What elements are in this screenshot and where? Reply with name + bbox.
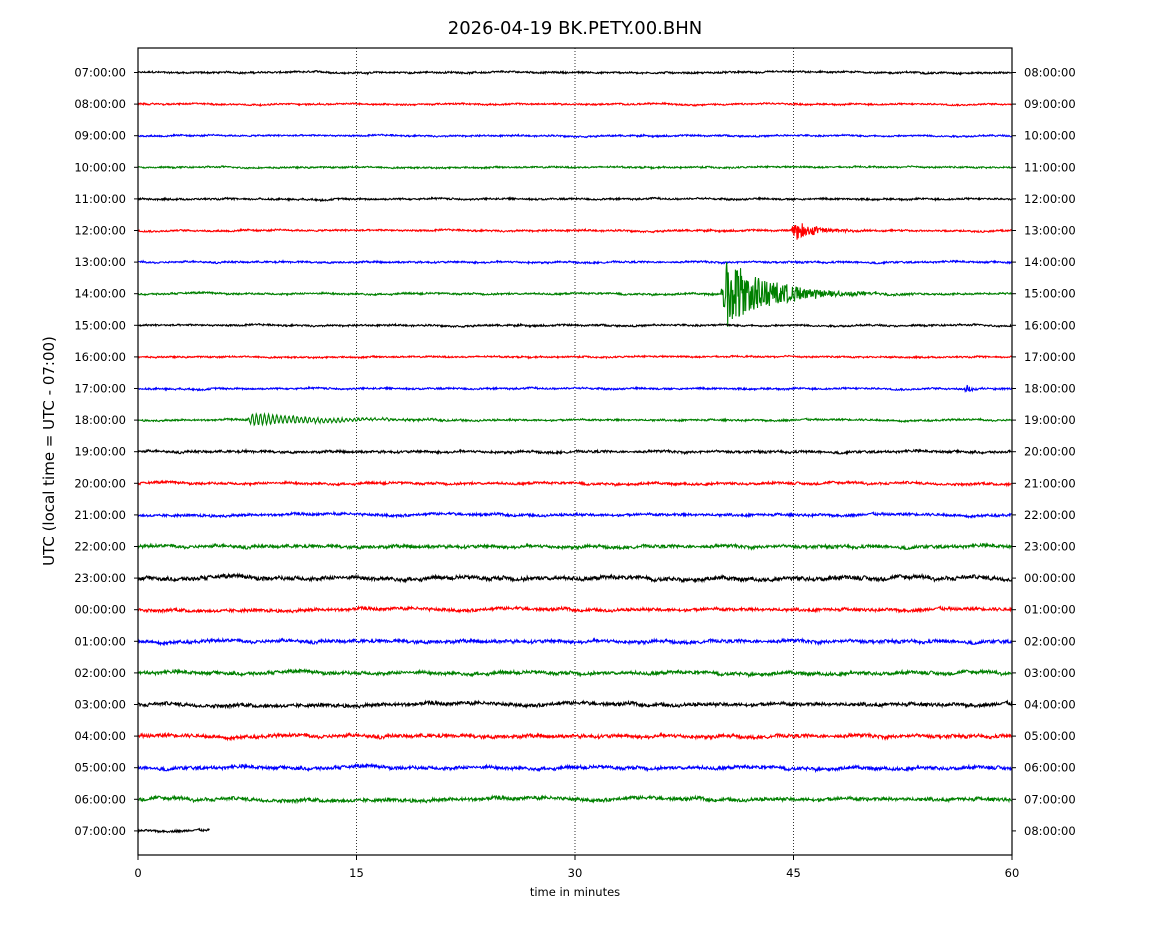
left-time-label: 09:00:00 [74, 129, 126, 143]
x-axis-ticks: 0 15 30 45 60 [134, 855, 1019, 880]
left-time-label: 12:00:00 [74, 224, 126, 238]
right-time-label: 04:00:00 [1024, 698, 1076, 712]
right-time-label: 01:00:00 [1024, 603, 1076, 617]
x-axis-label: time in minutes [530, 885, 620, 899]
left-time-label: 04:00:00 [74, 729, 126, 743]
right-time-label: 16:00:00 [1024, 318, 1076, 332]
trace-row-21 [137, 731, 1013, 742]
left-time-label: 14:00:00 [74, 287, 126, 301]
right-time-label: 14:00:00 [1024, 255, 1076, 269]
trace-row-1 [137, 101, 1013, 107]
trace-row-2 [137, 133, 1013, 139]
trace-row-10 [137, 384, 1013, 394]
left-time-label: 19:00:00 [74, 445, 126, 459]
right-time-label: 03:00:00 [1024, 666, 1076, 680]
trace-row-18 [137, 637, 1013, 647]
right-time-label: 08:00:00 [1024, 66, 1076, 80]
left-time-label: 08:00:00 [74, 97, 126, 111]
trace-row-4 [137, 196, 1013, 203]
left-time-label: 02:00:00 [74, 666, 126, 680]
trace-row-3 [137, 164, 1013, 171]
left-time-label: 11:00:00 [74, 192, 126, 206]
trace-row-7 [137, 262, 1013, 327]
left-time-label: 20:00:00 [74, 476, 126, 490]
trace-row-24 [137, 827, 210, 834]
trace-row-9 [137, 354, 1013, 360]
left-time-label: 16:00:00 [74, 350, 126, 364]
trace-row-23 [137, 794, 1013, 805]
right-time-label: 11:00:00 [1024, 160, 1076, 174]
right-time-label: 08:00:00 [1024, 824, 1076, 838]
left-time-label: 05:00:00 [74, 761, 126, 775]
left-time-label: 03:00:00 [74, 698, 126, 712]
right-time-label: 12:00:00 [1024, 192, 1076, 206]
left-time-label: 06:00:00 [74, 792, 126, 806]
left-time-label: 15:00:00 [74, 318, 126, 332]
right-time-label: 05:00:00 [1024, 729, 1076, 743]
trace-row-15 [137, 542, 1013, 551]
right-time-label: 22:00:00 [1024, 508, 1076, 522]
left-time-label: 07:00:00 [74, 66, 126, 80]
right-time-label: 00:00:00 [1024, 571, 1076, 585]
right-time-label: 09:00:00 [1024, 97, 1076, 111]
trace-row-11 [137, 411, 1013, 427]
grid-layer [356, 48, 794, 855]
right-time-labels: 08:00:00 09:00:00 10:00:00 11:00:00 12:00:00… [1024, 66, 1076, 838]
right-time-label: 10:00:00 [1024, 129, 1076, 143]
left-time-label: 00:00:00 [74, 603, 126, 617]
left-time-label: 18:00:00 [74, 413, 126, 427]
trace-row-19 [137, 667, 1013, 679]
right-time-label: 15:00:00 [1024, 287, 1076, 301]
left-time-labels: 07:00:00 08:00:00 09:00:00 10:00:00 11:00:00… [74, 66, 126, 838]
y-axis-label: UTC (local time = UTC - 07:00) [40, 336, 58, 566]
left-time-label: 23:00:00 [74, 571, 126, 585]
left-time-label: 10:00:00 [74, 160, 126, 174]
left-time-label: 13:00:00 [74, 255, 126, 269]
chart-title: 2026-04-19 BK.PETY.00.BHN [448, 18, 702, 39]
trace-row-17 [137, 604, 1013, 614]
x-tick-label-0: 0 [134, 866, 141, 880]
trace-row-22 [137, 762, 1013, 774]
right-time-label: 18:00:00 [1024, 382, 1076, 396]
x-tick-label-30: 30 [568, 866, 583, 880]
right-time-label: 20:00:00 [1024, 445, 1076, 459]
trace-row-20 [137, 699, 1013, 710]
trace-row-5 [137, 223, 1013, 240]
right-time-label: 19:00:00 [1024, 413, 1076, 427]
x-tick-label-60: 60 [1005, 866, 1020, 880]
trace-row-13 [137, 479, 1013, 488]
trace-row-14 [137, 510, 1013, 519]
right-time-label: 07:00:00 [1024, 792, 1076, 806]
trace-row-0 [137, 69, 1013, 76]
trace-row-8 [137, 322, 1013, 329]
left-time-label: 01:00:00 [74, 634, 126, 648]
left-time-label: 22:00:00 [74, 540, 126, 554]
trace-row-12 [137, 447, 1013, 456]
left-time-label: 17:00:00 [74, 382, 126, 396]
right-time-label: 17:00:00 [1024, 350, 1076, 364]
trace-row-16 [137, 572, 1013, 584]
x-tick-label-45: 45 [786, 866, 801, 880]
traces-layer [134, 69, 1016, 834]
right-time-label: 23:00:00 [1024, 540, 1076, 554]
left-time-label: 21:00:00 [74, 508, 126, 522]
x-tick-label-15: 15 [349, 866, 364, 880]
trace-row-6 [137, 259, 1013, 266]
left-time-label: 07:00:00 [74, 824, 126, 838]
right-time-label: 21:00:00 [1024, 476, 1076, 490]
right-time-label: 02:00:00 [1024, 634, 1076, 648]
right-time-label: 06:00:00 [1024, 761, 1076, 775]
right-time-label: 13:00:00 [1024, 224, 1076, 238]
